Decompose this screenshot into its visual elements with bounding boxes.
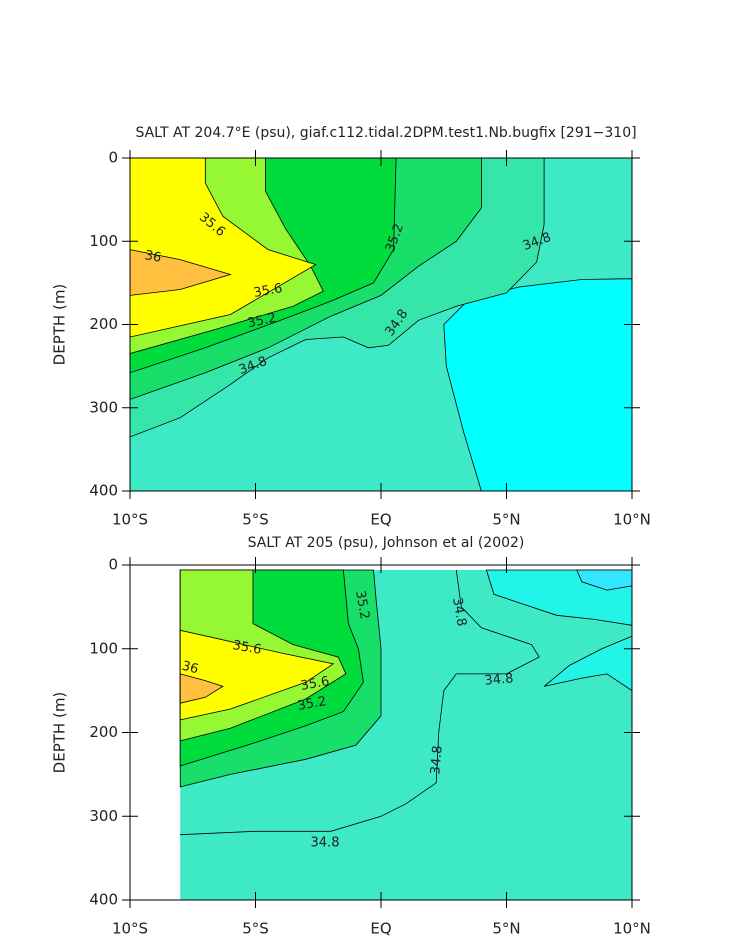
contour-label: 35.2 — [352, 589, 372, 620]
contour-region — [130, 158, 317, 338]
x-tick-label: EQ — [370, 511, 391, 529]
y-axis-label: DEPTH (m) — [51, 692, 69, 774]
x-tick-label: 10°N — [613, 920, 651, 938]
contour-label: 35.2 — [246, 311, 277, 332]
y-tick-label: 200 — [89, 315, 118, 333]
contour-label: 34.8 — [311, 836, 340, 851]
x-tick-label: 5°S — [242, 511, 269, 529]
chart-title: SALT AT 205 (psu), Johnson et al (2002) — [248, 535, 525, 551]
contour-label: 36 — [144, 248, 163, 266]
contour-region — [179, 673, 224, 704]
y-tick-label: 0 — [108, 556, 118, 574]
chart-title: SALT AT 204.7°E (psu), giaf.c112.tidal.2… — [135, 125, 636, 141]
y-tick-label: 200 — [89, 723, 118, 741]
contour-region — [179, 629, 335, 721]
plot-area — [179, 569, 632, 900]
contour-label: 35.6 — [299, 674, 330, 694]
contour-region — [443, 278, 632, 491]
x-tick-label: 10°N — [613, 511, 651, 529]
y-tick-label: 100 — [89, 232, 118, 250]
y-axis-label: DEPTH (m) — [51, 284, 69, 366]
y-tick-label: 400 — [89, 482, 118, 500]
contour-label: 35.6 — [252, 281, 283, 301]
contour-label: 35.6 — [231, 638, 262, 658]
contour-label: 35.2 — [296, 694, 327, 714]
x-tick-label: 10°S — [112, 511, 148, 529]
contour-line — [180, 569, 540, 836]
y-tick-label: 300 — [89, 398, 118, 416]
plot-area — [130, 158, 632, 491]
contour-label: 34.8 — [449, 596, 469, 627]
contour-label: 34.8 — [484, 671, 514, 688]
contour-label: 34.8 — [428, 745, 445, 775]
contour-label: 36 — [180, 659, 200, 678]
x-tick-label: 5°S — [242, 920, 269, 938]
x-tick-label: EQ — [370, 920, 391, 938]
y-tick-label: 400 — [89, 891, 118, 909]
y-tick-label: 100 — [89, 639, 118, 657]
contour-region — [576, 569, 632, 591]
x-tick-label: 5°N — [492, 920, 520, 938]
x-tick-label: 5°N — [492, 511, 520, 529]
contour-region — [543, 635, 632, 692]
contour-region — [130, 249, 232, 296]
y-tick-label: 0 — [108, 149, 118, 167]
y-tick-label: 300 — [89, 807, 118, 825]
x-tick-label: 10°S — [112, 920, 148, 938]
